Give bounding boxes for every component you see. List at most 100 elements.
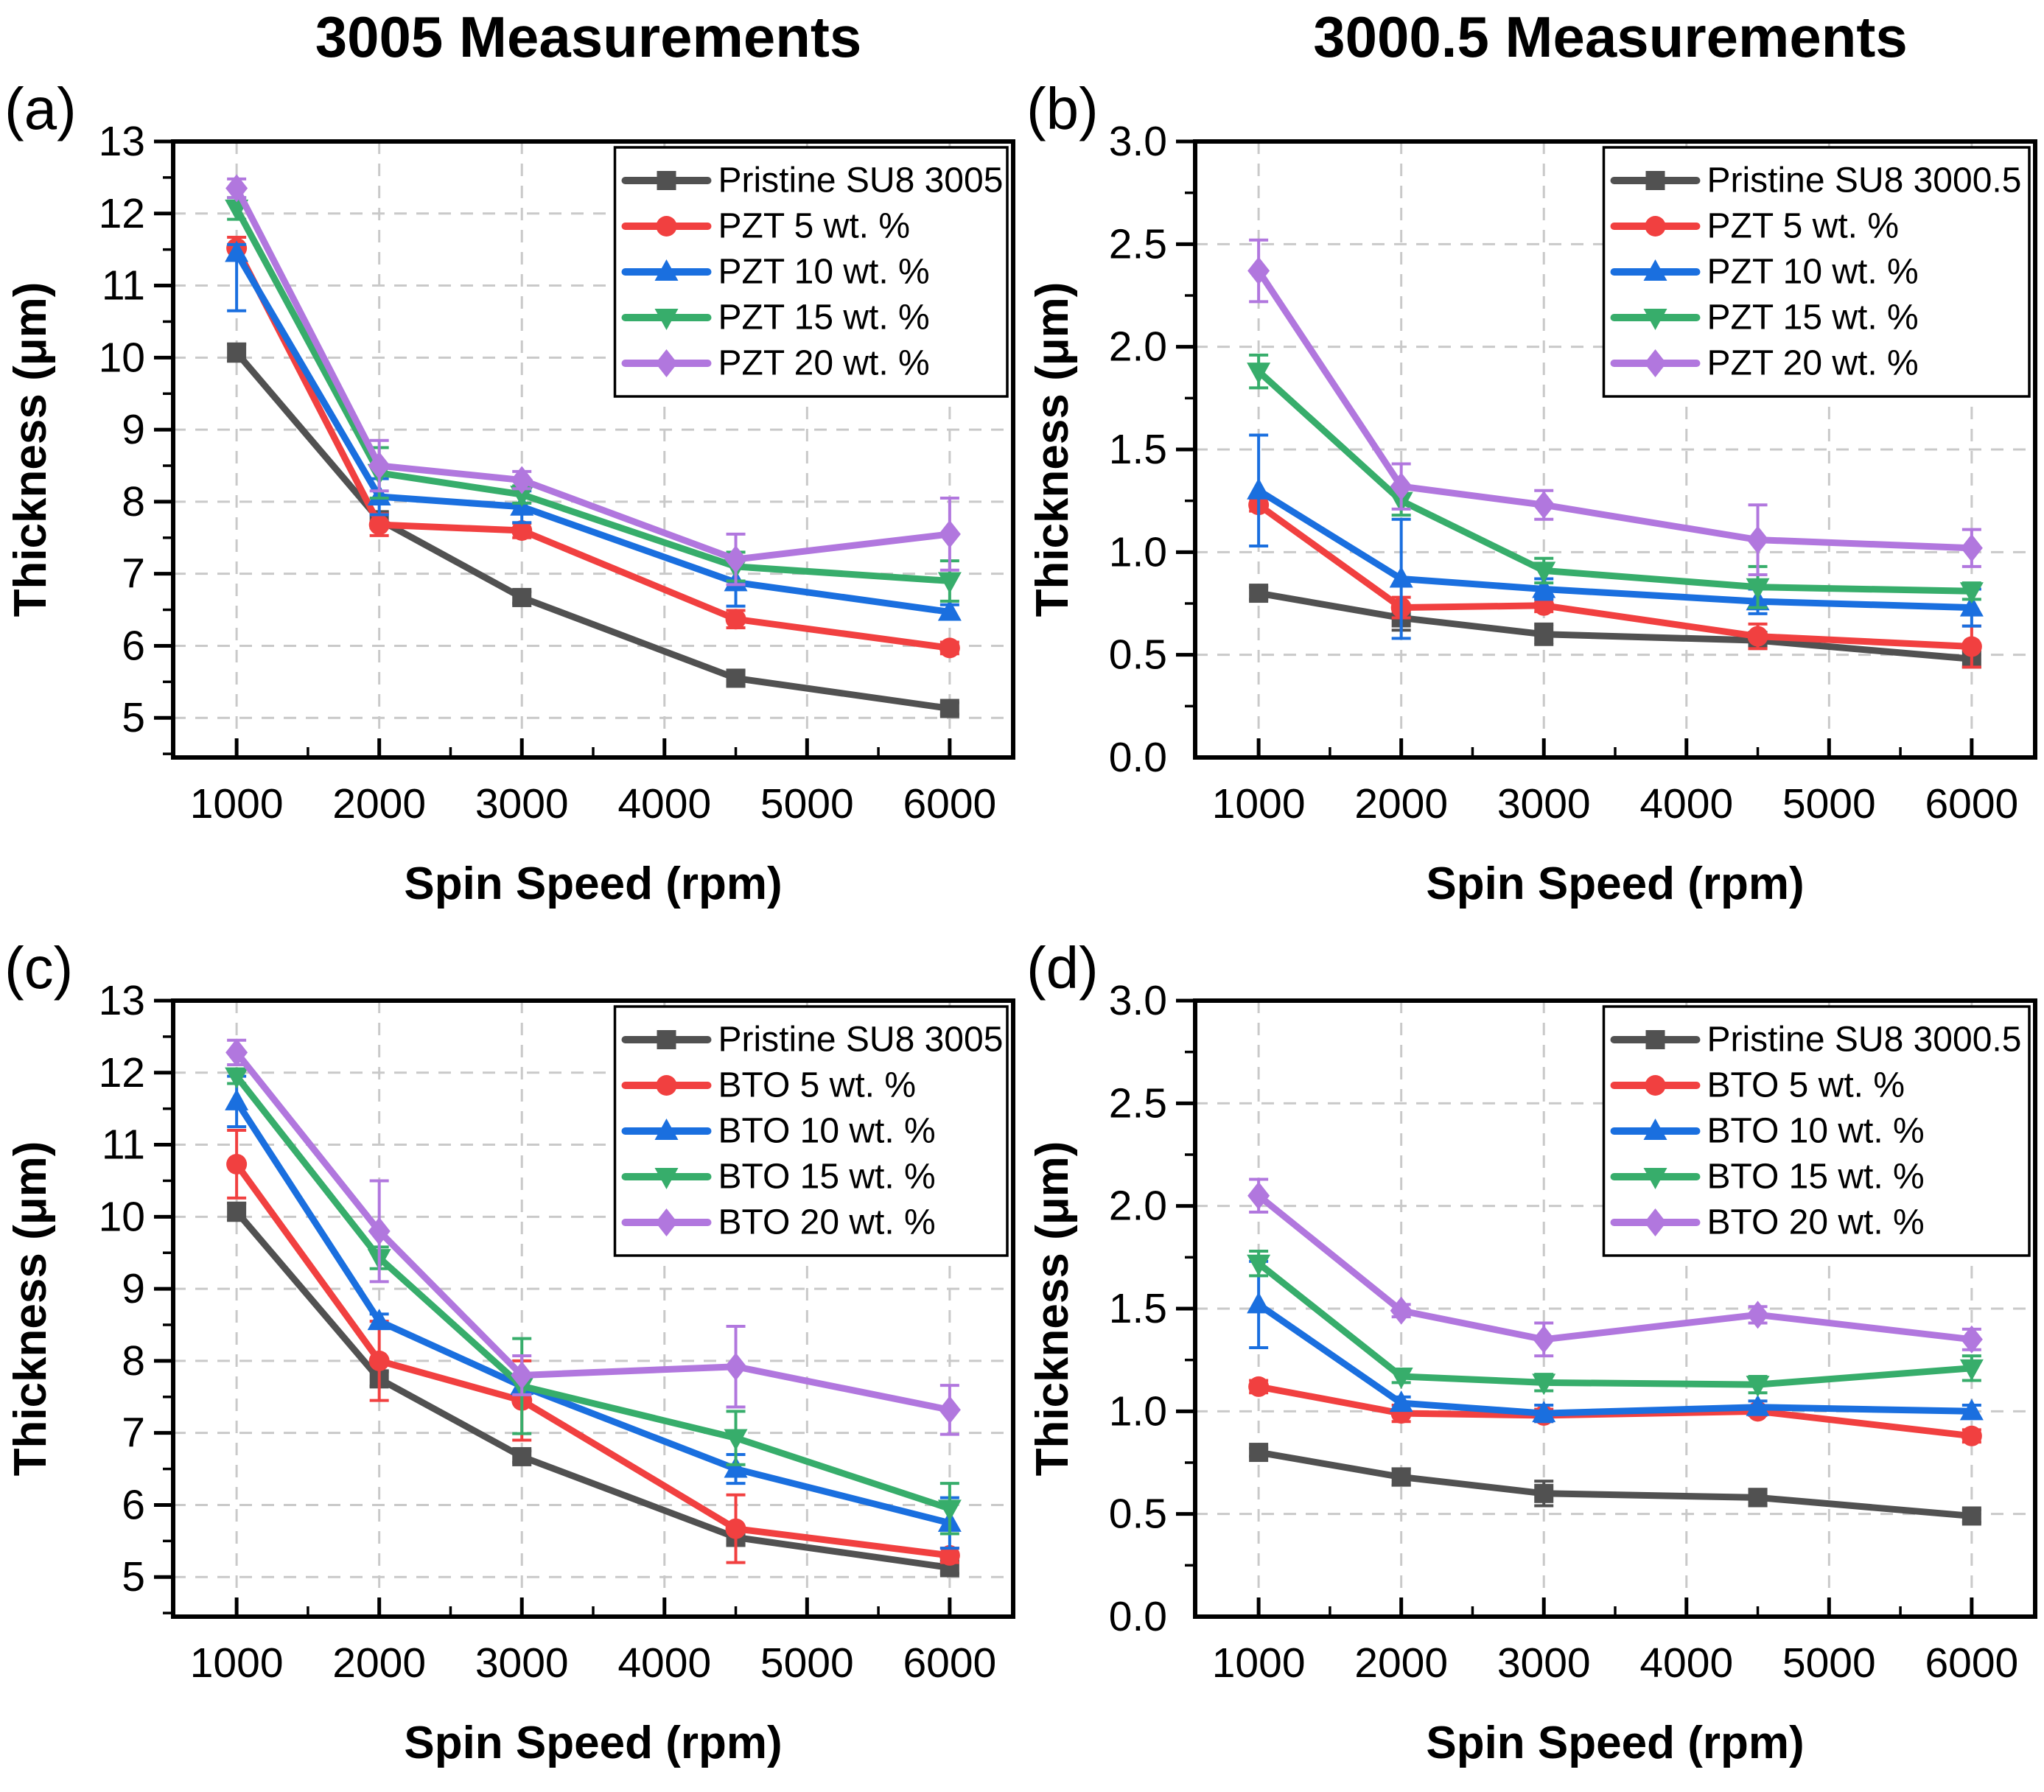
x-tick-label-1000: 1000	[190, 780, 284, 827]
axis-ticks	[1176, 998, 1974, 1617]
data-point-bto-15-wt	[1746, 1376, 1770, 1398]
data-point-pzt-20-wt	[225, 174, 248, 203]
legend-label: Pristine SU8 3005	[718, 1021, 1004, 1060]
data-point-bto-20-wt	[1960, 1325, 1983, 1354]
legend-label: PZT 15 wt. %	[1707, 298, 1919, 337]
y-tick-label-11: 11	[102, 1121, 145, 1169]
x-tick-label-4000: 4000	[617, 1639, 711, 1687]
data-point-pzt-20-wt	[1247, 256, 1270, 285]
y-axis-title: Thickness (μm)	[1027, 282, 1078, 617]
data-point-bto-10-wt	[367, 1309, 391, 1331]
x-tick-label-6000: 6000	[903, 780, 996, 827]
data-point-pzt-20-wt	[1533, 491, 1555, 519]
y-tick-label-12: 12	[99, 190, 145, 237]
data-point-pristine-su8-3005	[512, 587, 532, 607]
data-point-bto-15-wt	[1247, 1254, 1271, 1276]
legend-marker-circle	[656, 1075, 677, 1096]
legend: Pristine SU8 3000.5 PZT 5 wt. % PZT 10 wt.…	[1602, 146, 2031, 398]
legend-marker-triangle-up	[1643, 259, 1667, 281]
data-point-pristine-su8-3005	[939, 699, 959, 718]
data-point-bto-20-wt	[1247, 1181, 1270, 1210]
legend-entry-bto-20-wt: BTO 20 wt. %	[621, 1203, 936, 1242]
panel-label-a: (a)	[4, 76, 77, 141]
y-tick-label-9: 9	[122, 406, 145, 453]
legend-entry-bto-5-wt: BTO 5 wt. %	[1610, 1066, 1905, 1105]
data-point-bto-5-wt	[1961, 1425, 1982, 1446]
y-tick-label-0.5: 0.5	[1109, 1491, 1167, 1538]
data-point-pristine-su8-3005	[227, 343, 247, 363]
y-tick-label-1.5: 1.5	[1109, 1285, 1167, 1332]
chart-c: 1000 2000 3000 4000 5000 6000 5 6 7 8 9 10 11 12 13 Spi…	[5, 977, 1015, 1768]
data-point-pzt-20-wt	[368, 452, 391, 480]
data-point-bto-15-wt	[937, 1499, 962, 1522]
legend-label: Pristine SU8 3005	[718, 161, 1004, 200]
data-point-pzt-10-wt	[1389, 566, 1413, 588]
x-axis-title: Spin Speed (rpm)	[404, 858, 782, 909]
y-tick-label-6: 6	[122, 622, 145, 669]
axis-ticks	[1176, 139, 1974, 757]
left-column-title: 3005 Measurements	[315, 4, 862, 69]
legend-label: PZT 10 wt. %	[1707, 253, 1919, 292]
data-point-pzt-15-wt	[1746, 578, 1770, 600]
y-tick-label-2.5: 2.5	[1109, 220, 1167, 267]
legend-marker-diamond	[1644, 1208, 1667, 1236]
axis-frame	[171, 139, 1015, 760]
legend-marker-square	[1645, 171, 1665, 190]
series-pzt-20-wt	[225, 174, 961, 587]
x-tick-label-6000: 6000	[903, 1639, 996, 1687]
y-tick-label-9: 9	[122, 1265, 145, 1312]
tick-labels: 1000 2000 3000 4000 5000 6000 5 6 7 8 9 10 11 12 13	[99, 118, 997, 827]
x-tick-label-4000: 4000	[617, 780, 711, 827]
panel-d: (d) 1000 2000 3000 4000 5000 6000 0.0 0.5 1.0 1.5…	[1022, 933, 2044, 1792]
data-point-bto-15-wt	[724, 1429, 748, 1451]
series-pristine-su8-3000-5	[1249, 1443, 1981, 1526]
y-tick-label-8: 8	[122, 478, 145, 525]
data-point-pzt-20-wt	[1390, 472, 1413, 501]
data-point-bto-15-wt	[225, 1067, 249, 1089]
data-point-pzt-15-wt	[1532, 561, 1556, 584]
data-point-pzt-5-wt	[511, 520, 533, 541]
data-point-bto-15-wt	[1532, 1373, 1556, 1396]
legend-label: PZT 5 wt. %	[718, 207, 911, 246]
right-column-title: 3000.5 Measurements	[1313, 4, 1908, 69]
series-line-bto-10-wt	[1255, 1301, 1975, 1417]
legend-marker-square	[657, 1030, 676, 1049]
legend-entry-pristine-su8-3000-5: Pristine SU8 3000.5	[1610, 1021, 2021, 1060]
legend-label: BTO 15 wt. %	[1707, 1158, 1925, 1197]
data-point-bto-10-wt	[225, 1088, 249, 1110]
tick-labels: 1000 2000 3000 4000 5000 6000 0.0 0.5 1.0 1.5 2.0 2…	[1109, 977, 2019, 1687]
y-tick-label-12: 12	[99, 1049, 145, 1096]
y-tick-label-2.5: 2.5	[1109, 1079, 1167, 1127]
data-point-bto-10-wt	[1247, 1292, 1271, 1314]
legend-entry-pzt-15-wt: PZT 15 wt. %	[1610, 298, 1919, 337]
chart-d: 1000 2000 3000 4000 5000 6000 0.0 0.5 1.0 1.5 2.0 2…	[1027, 977, 2037, 1768]
legend-entry-pzt-20-wt: PZT 20 wt. %	[621, 344, 930, 383]
legend-marker-triangle-down	[1643, 1168, 1667, 1189]
data-point-pristine-su8-3000-5	[1249, 584, 1269, 603]
x-tick-label-2000: 2000	[1354, 780, 1448, 827]
series-bto-20-wt	[225, 1038, 961, 1436]
legend-label: PZT 5 wt. %	[1707, 207, 1900, 246]
legend-label: BTO 15 wt. %	[718, 1158, 936, 1197]
data-point-bto-10-wt	[1959, 1399, 1984, 1421]
panel-a: (a) 1000 2000 3000 4000 5000 6000 5 6 7 8 9 10 11 12 1…	[0, 74, 1022, 933]
y-tick-label-5: 5	[122, 1553, 145, 1600]
legend: Pristine SU8 3005 BTO 5 wt. % BTO 10 wt. %…	[613, 1005, 1009, 1257]
data-point-bto-20-wt	[1390, 1296, 1413, 1325]
data-point-pristine-su8-3005	[227, 1202, 247, 1222]
x-tick-label-3000: 3000	[475, 1639, 569, 1687]
legend-entry-pristine-su8-3005: Pristine SU8 3005	[621, 1021, 1004, 1060]
data-point-bto-5-wt	[368, 1350, 390, 1371]
y-tick-label-1: 1.0	[1109, 528, 1167, 575]
y-axis-title: Thickness (μm)	[5, 282, 56, 617]
data-point-bto-10-wt	[1746, 1394, 1770, 1416]
y-tick-label-5: 5	[122, 694, 145, 741]
data-point-bto-5-wt	[725, 1518, 746, 1539]
panel-label-b: (b)	[1026, 76, 1099, 141]
data-point-pzt-20-wt	[511, 466, 533, 494]
legend-marker-diamond	[1644, 349, 1667, 377]
data-point-pzt-10-wt	[1532, 576, 1556, 598]
series-pzt-20-wt	[1247, 238, 1983, 576]
legend-entry-bto-5-wt: BTO 5 wt. %	[621, 1066, 916, 1105]
legend-marker-triangle-up	[654, 1119, 679, 1140]
